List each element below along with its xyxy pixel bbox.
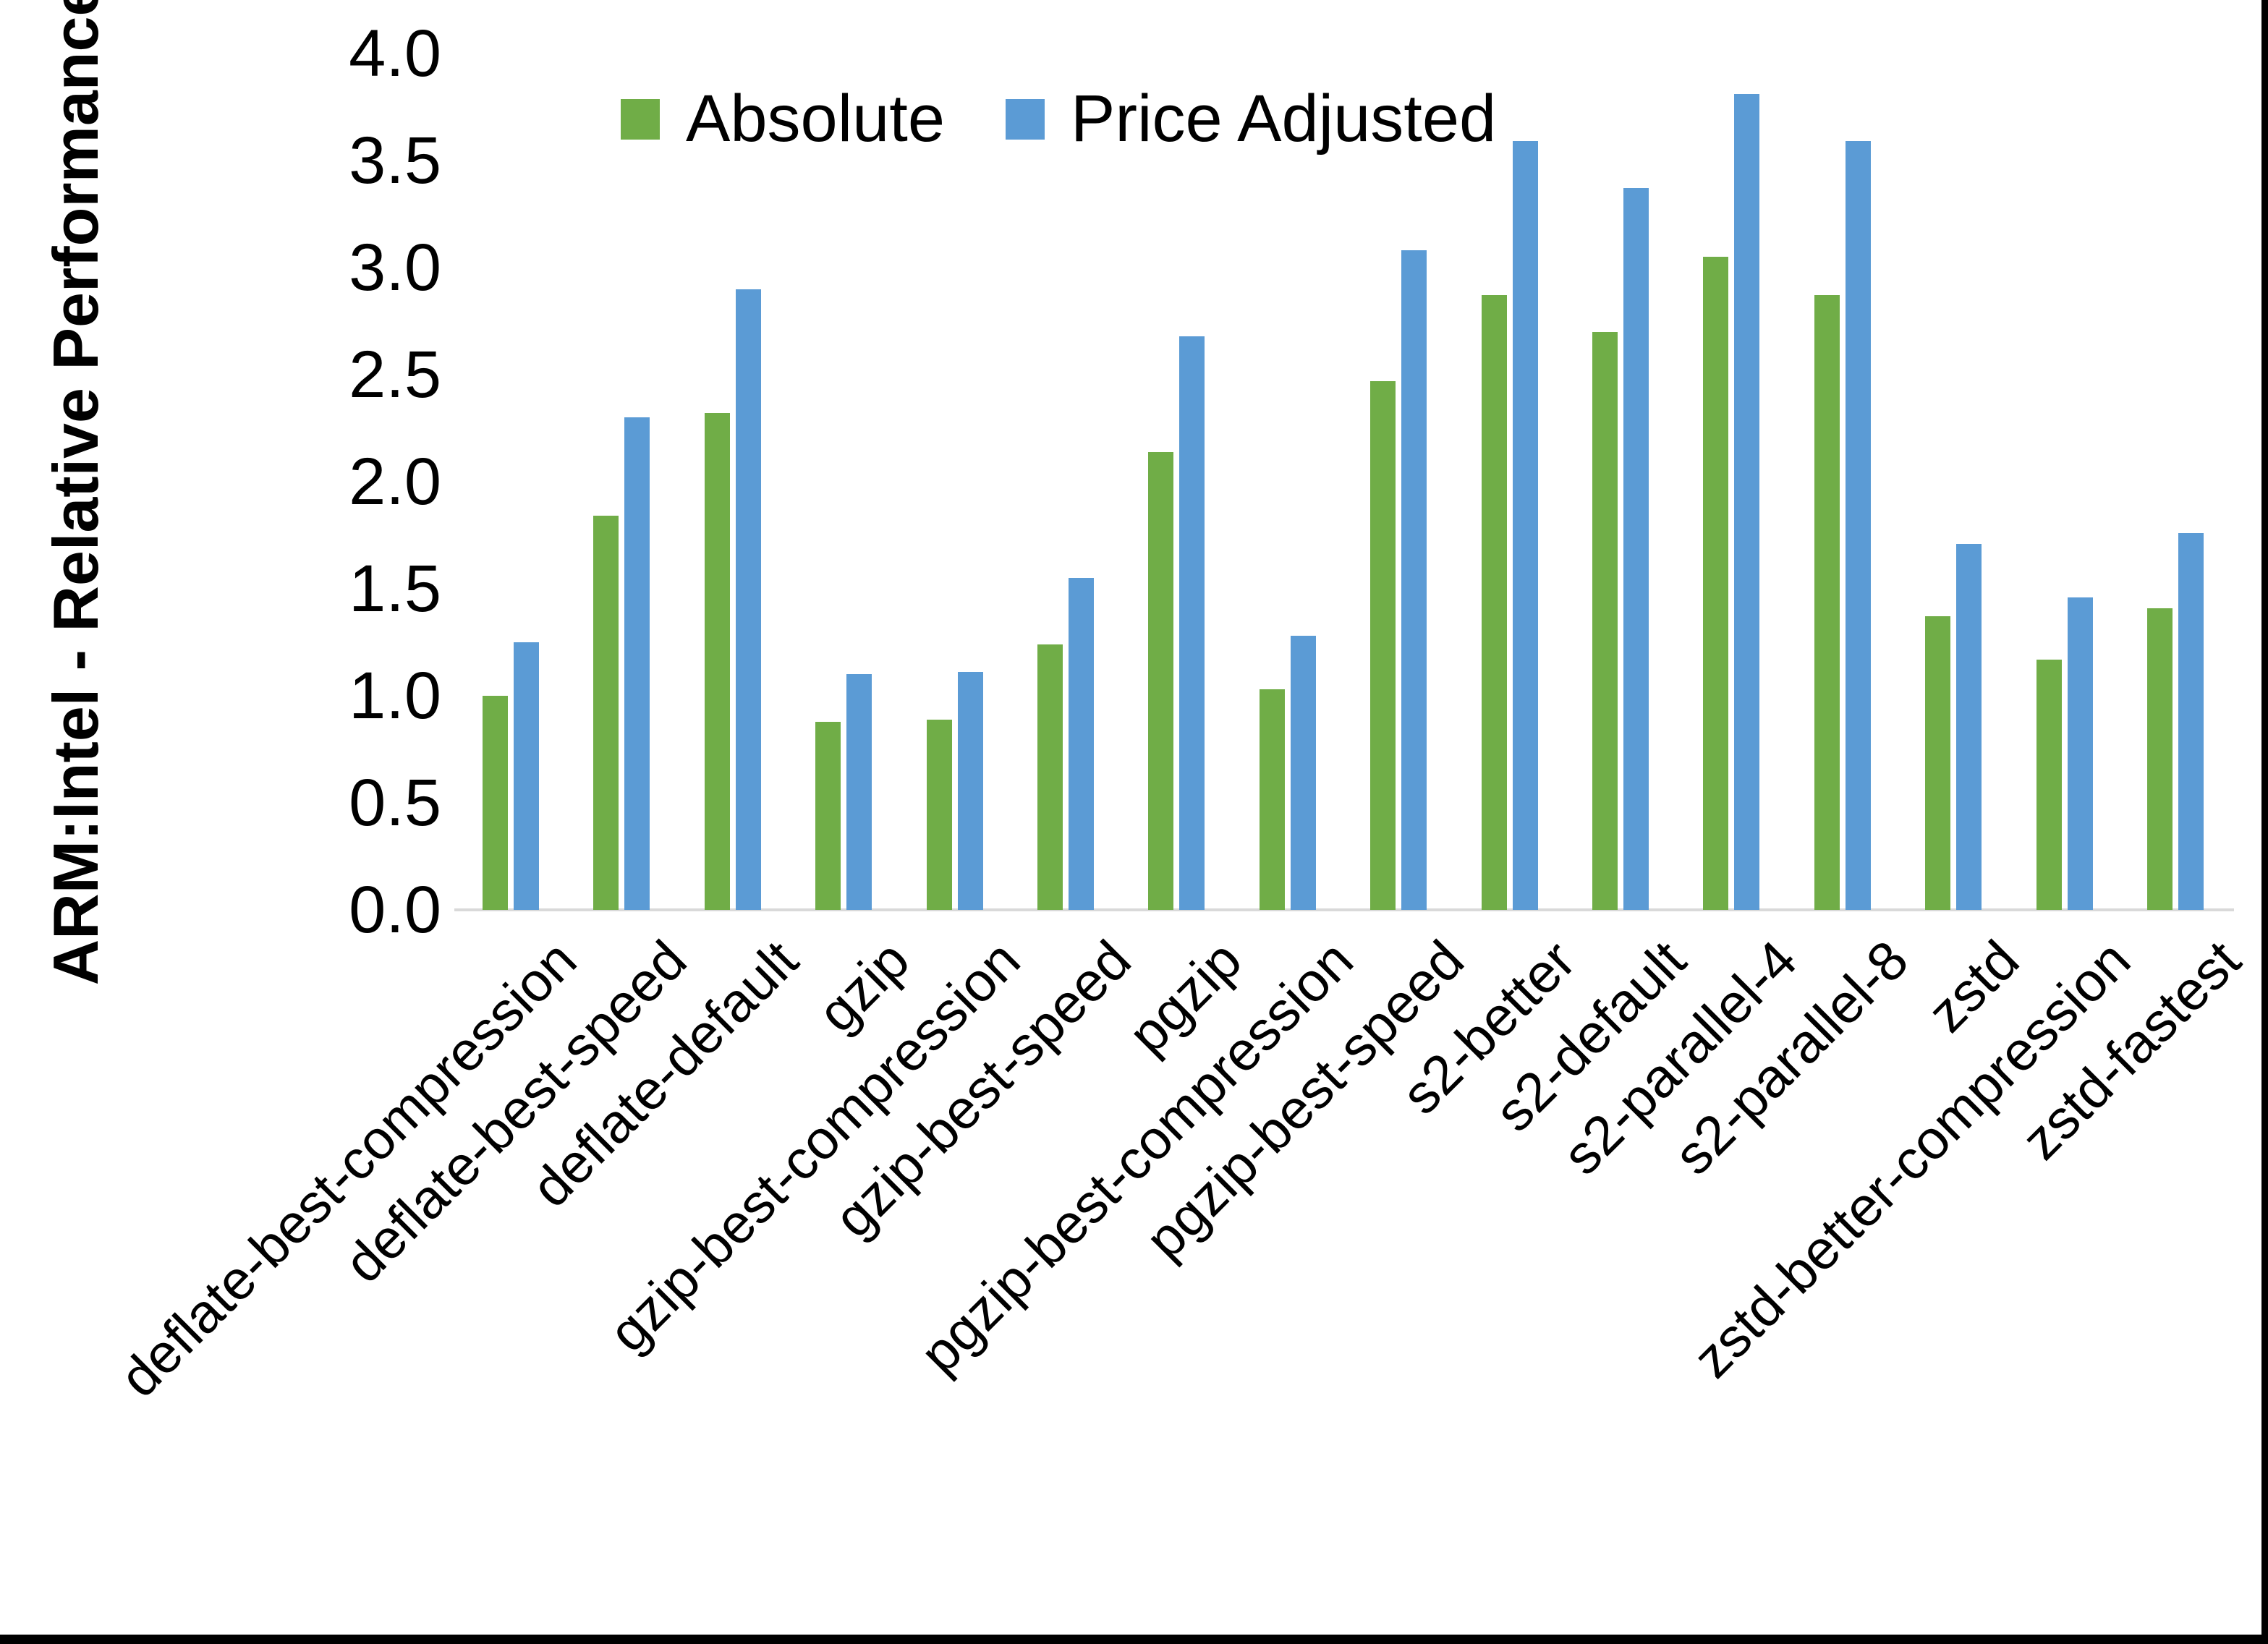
legend-swatch-absolute	[621, 98, 660, 140]
bar-price-adjusted-deflate-default	[736, 289, 761, 910]
bar-price-adjusted-deflate-best-compression	[514, 642, 539, 910]
y-tick-3.0: 3.0	[349, 231, 441, 304]
y-tick-2.5: 2.5	[349, 338, 441, 412]
bar-price-adjusted-gzip-best-compression	[958, 672, 983, 910]
bar-price-adjusted-zstd-better-compression	[2068, 597, 2093, 910]
bar-absolute-s2-parallel-4	[1703, 257, 1728, 910]
screenshot-bottom-border	[0, 1635, 2268, 1644]
bar-absolute-zstd-better-compression	[2036, 660, 2062, 910]
bar-absolute-deflate-best-speed	[593, 516, 619, 910]
bar-absolute-gzip-best-speed	[1037, 644, 1063, 910]
screenshot-right-border	[2261, 0, 2268, 1644]
bar-absolute-s2-better	[1482, 295, 1507, 910]
legend-label-price-adjusted: Price Adjusted	[1071, 82, 1497, 156]
bar-price-adjusted-gzip	[846, 674, 872, 910]
legend-label-absolute: Absolute	[686, 82, 946, 156]
bar-price-adjusted-deflate-best-speed	[624, 417, 650, 910]
y-tick-4.0: 4.0	[349, 17, 441, 90]
bar-absolute-gzip-best-compression	[927, 720, 952, 910]
y-tick-0.0: 0.0	[349, 873, 441, 947]
y-tick-0.5: 0.5	[349, 766, 441, 840]
legend-item-absolute: Absolute	[621, 81, 945, 157]
bar-absolute-pgzip-best-compression	[1260, 689, 1285, 910]
y-tick-1.5: 1.5	[349, 552, 441, 626]
bar-absolute-deflate-best-compression	[483, 696, 508, 910]
bar-absolute-s2-default	[1592, 332, 1618, 910]
bar-price-adjusted-zstd-fastest	[2178, 533, 2204, 910]
legend: Absolute Price Adjusted	[621, 81, 1496, 157]
y-axis-title: ARM:Intel - Relative Performance	[40, 0, 111, 986]
y-tick-1.0: 1.0	[349, 659, 441, 733]
bar-absolute-gzip	[815, 722, 841, 910]
bar-price-adjusted-s2-default	[1623, 188, 1649, 910]
bar-absolute-s2-parallel-8	[1814, 295, 1840, 910]
x-label-deflate-best-compression: deflate-best-compression	[108, 929, 588, 1410]
y-tick-2.0: 2.0	[349, 445, 441, 519]
bar-price-adjusted-s2-better	[1513, 141, 1538, 910]
bar-price-adjusted-gzip-best-speed	[1069, 578, 1094, 910]
bar-absolute-zstd	[1925, 616, 1950, 910]
legend-swatch-price-adjusted	[1006, 98, 1045, 140]
bar-price-adjusted-zstd	[1956, 544, 1982, 910]
bar-absolute-zstd-fastest	[2147, 608, 2173, 910]
x-axis-line	[454, 908, 2235, 911]
legend-item-price-adjusted: Price Adjusted	[1006, 81, 1496, 157]
bar-absolute-pgzip-best-speed	[1370, 381, 1396, 910]
bar-price-adjusted-pgzip	[1179, 336, 1205, 910]
bar-price-adjusted-s2-parallel-8	[1846, 141, 1871, 910]
bar-price-adjusted-pgzip-best-speed	[1401, 250, 1427, 910]
bar-price-adjusted-pgzip-best-compression	[1291, 636, 1316, 910]
bar-absolute-pgzip	[1148, 452, 1173, 910]
bar-absolute-deflate-default	[705, 413, 730, 910]
y-tick-3.5: 3.5	[349, 124, 441, 197]
bar-price-adjusted-s2-parallel-4	[1734, 94, 1759, 910]
